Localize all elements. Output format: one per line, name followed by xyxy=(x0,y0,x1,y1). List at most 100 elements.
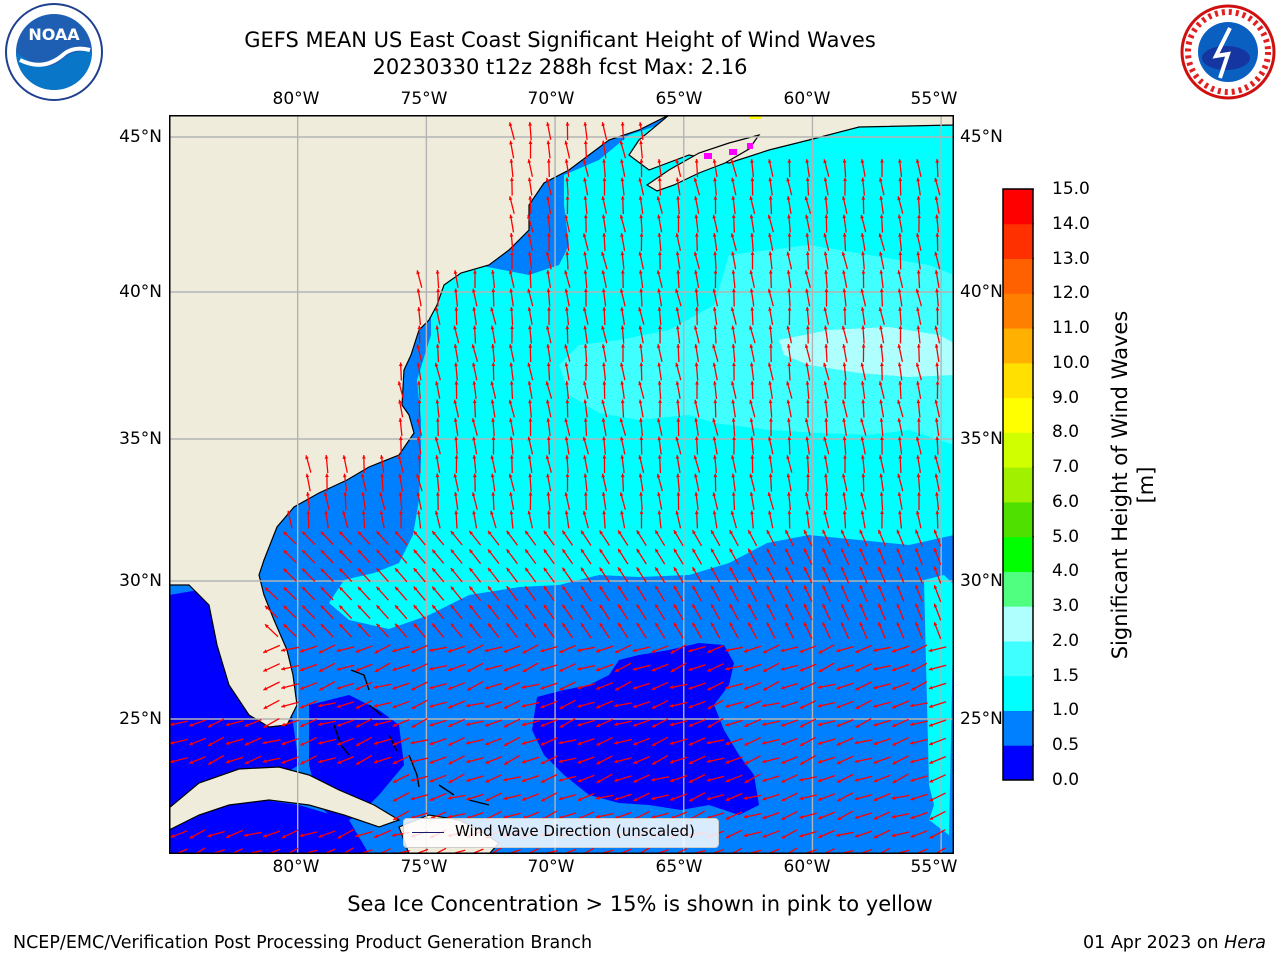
wave-direction-arrowhead xyxy=(651,667,656,672)
wave-direction-arrowhead xyxy=(639,344,643,348)
wave-direction-arrowhead xyxy=(392,833,396,837)
wave-direction-arrowhead xyxy=(896,548,901,553)
wave-direction-arrowhead xyxy=(528,492,533,496)
wave-direction-arrowhead xyxy=(673,530,678,535)
wave-direction-arrowhead xyxy=(453,399,458,404)
wave-direction-arrowhead xyxy=(694,436,699,441)
gridlines xyxy=(169,115,954,854)
wave-direction-arrowhead xyxy=(732,436,736,440)
wave-direction-arrowhead xyxy=(673,604,678,609)
wave-direction-arrowhead xyxy=(490,307,494,312)
wave-direction-arrowhead xyxy=(633,779,638,783)
wave-direction-arrowhead xyxy=(748,585,752,590)
wave-direction-arrowhead xyxy=(799,667,804,672)
wave-direction-arrowhead xyxy=(817,759,822,764)
wave-direction-arrowhead xyxy=(762,649,767,654)
wave-direction-arrowhead xyxy=(281,760,286,764)
wave-direction-arrowhead xyxy=(543,586,548,591)
lon-tick-top: 65°W xyxy=(655,89,703,109)
wave-direction-arrowhead xyxy=(410,740,415,745)
wave-direction-arrowhead xyxy=(506,623,511,628)
wave-direction-arrowhead xyxy=(281,834,286,839)
wave-direction-arrowhead xyxy=(429,685,434,690)
lon-tick-top: 70°W xyxy=(527,89,575,109)
wave-direction-arrowhead xyxy=(707,705,712,709)
wave-direction-arrowhead xyxy=(416,510,421,515)
wave-direction-arrowhead xyxy=(711,567,715,572)
wave-direction-arrowhead xyxy=(731,418,736,422)
wave-direction-arrowhead xyxy=(693,251,698,256)
wave-direction-arrowhead xyxy=(822,566,826,571)
wave-direction-arrowhead xyxy=(374,649,379,654)
wave-direction-arrowhead xyxy=(614,759,619,764)
wave-direction-arrowhead xyxy=(878,566,882,571)
wave-direction-arrowhead xyxy=(916,381,920,385)
wave-direction-arrowhead xyxy=(711,530,715,535)
wave-direction-arrowhead xyxy=(503,777,507,782)
wave-direction-arrowhead xyxy=(730,307,735,312)
wave-direction-arrowhead xyxy=(655,585,659,590)
colorbar-segment xyxy=(1003,640,1033,677)
wave-direction-arrowhead xyxy=(448,704,453,709)
wave-direction-arrowhead xyxy=(361,492,365,496)
wave-direction-arrowhead xyxy=(546,399,550,404)
wave-direction-arrowhead xyxy=(583,140,588,145)
wave-direction-arrowhead xyxy=(339,568,344,573)
wave-direction-arrowhead xyxy=(822,548,826,553)
wave-direction-arrowhead xyxy=(302,568,306,573)
wave-direction-arrowhead xyxy=(657,177,662,182)
wave-direction-arrowhead xyxy=(897,473,901,478)
colorbar-segment xyxy=(1003,501,1033,538)
wave-direction-arrowhead xyxy=(379,510,384,515)
wave-direction-arrowhead xyxy=(878,548,882,553)
wave-direction-arrowhead xyxy=(448,760,453,765)
wave-direction-arrowhead xyxy=(527,436,532,441)
wave-direction-arrowhead xyxy=(450,549,455,554)
wave-direction-arrowhead xyxy=(749,473,753,478)
wave-direction-arrowhead xyxy=(676,473,680,478)
wave-direction-arrowhead xyxy=(836,723,841,727)
wave-direction-arrowhead xyxy=(416,418,421,423)
wave-direction-arrowhead xyxy=(509,418,513,422)
wave-direction-arrowhead xyxy=(725,778,730,783)
wave-direction-arrowhead xyxy=(823,510,827,515)
wave-direction-arrowhead xyxy=(398,418,403,422)
wave-direction-arrowhead xyxy=(712,362,717,367)
wave-direction-arrowhead xyxy=(503,686,508,690)
wave-direction-arrowhead xyxy=(818,778,822,783)
wave-direction-arrowhead xyxy=(448,686,453,690)
wave-direction-arrowhead xyxy=(540,741,545,746)
legend-line-swatch xyxy=(412,832,444,833)
wave-direction-arrowhead xyxy=(898,159,902,163)
wave-direction-arrowhead xyxy=(803,529,808,534)
wave-direction-arrowhead xyxy=(657,492,661,496)
wave-direction-arrowhead xyxy=(546,196,550,200)
wave-direction-arrowhead xyxy=(694,418,699,422)
wave-direction-arrowhead xyxy=(762,740,767,745)
wave-direction-arrowhead xyxy=(673,548,678,553)
wave-direction-arrowhead xyxy=(910,815,915,820)
wave-direction-arrowhead xyxy=(596,742,601,746)
wave-direction-arrowhead xyxy=(841,603,845,608)
wave-direction-arrowhead xyxy=(841,529,845,534)
wave-direction-arrowhead xyxy=(562,604,566,609)
wave-direction-arrowhead xyxy=(638,251,643,256)
wave-direction-arrowhead xyxy=(339,549,344,554)
wave-direction-arrowhead xyxy=(841,399,846,404)
wave-direction-arrowhead xyxy=(843,177,847,181)
wave-direction-arrowhead xyxy=(581,586,585,590)
wave-direction-arrowhead xyxy=(522,649,527,654)
wave-direction-arrowhead xyxy=(725,666,730,671)
wave-direction-arrowhead xyxy=(935,492,939,496)
wave-direction-arrowhead xyxy=(469,549,474,554)
wave-direction-arrowhead xyxy=(638,473,643,478)
wave-direction-arrowhead xyxy=(454,510,459,515)
wave-direction-arrowhead xyxy=(725,834,730,839)
wave-direction-arrowhead xyxy=(509,233,514,237)
wave-direction-arrowhead xyxy=(675,159,680,164)
wave-direction-arrowhead xyxy=(583,418,588,422)
wave-direction-arrowhead xyxy=(911,668,915,672)
wave-direction-arrowhead xyxy=(559,724,564,728)
wave-direction-arrowhead xyxy=(281,741,286,746)
wave-direction-arrowhead xyxy=(910,796,915,801)
